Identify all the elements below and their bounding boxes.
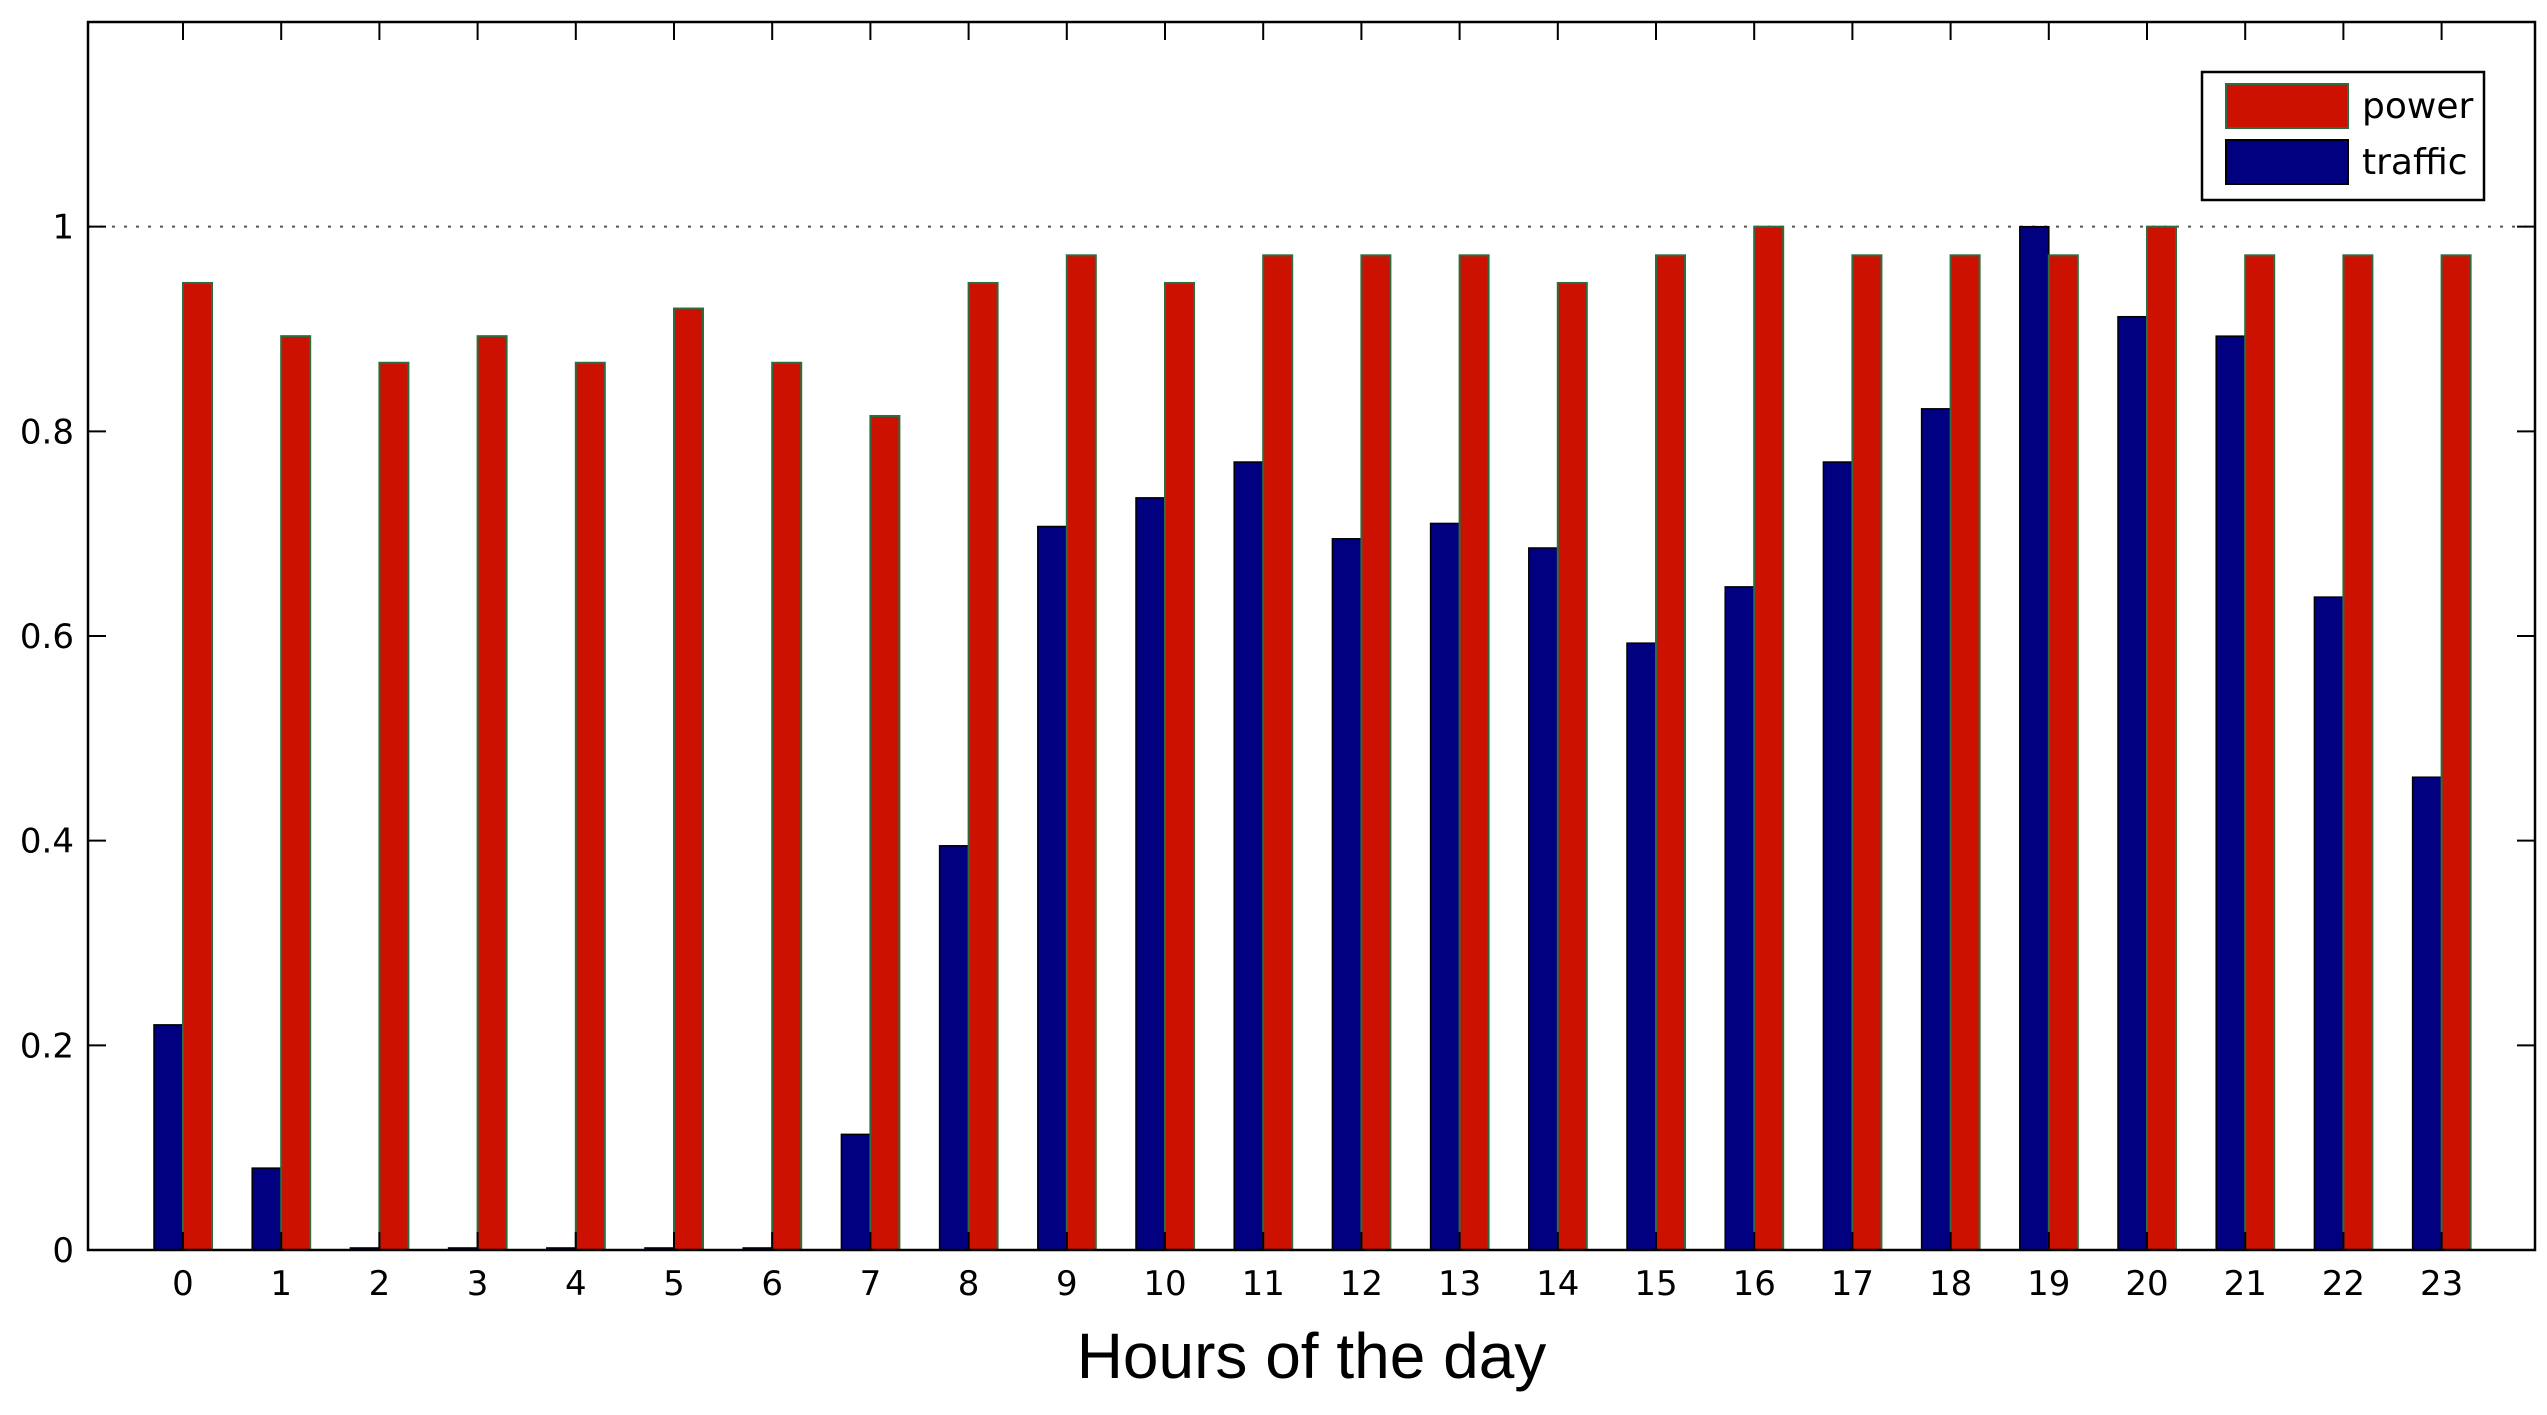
power-bar-14	[1556, 281, 1588, 1251]
traffic-bar-20	[2117, 315, 2148, 1251]
x-tick-label: 20	[2125, 1264, 2168, 1304]
power-bar-20	[2146, 225, 2177, 1251]
traffic-bar-21	[2215, 335, 2246, 1251]
traffic-bar-17	[1822, 461, 1854, 1251]
x-axis-label: Hours of the day	[1077, 1320, 1547, 1392]
traffic-bar-0	[153, 1024, 184, 1251]
power-bar-10	[1164, 281, 1195, 1251]
traffic-bar-1	[251, 1167, 282, 1251]
power-bar-13	[1458, 254, 1490, 1251]
x-tick-label: 2	[369, 1264, 391, 1304]
power-bar-3	[476, 335, 508, 1251]
x-tick-label: 5	[663, 1264, 685, 1304]
x-tick-label: 10	[1143, 1264, 1186, 1304]
traffic-bar-19	[2019, 225, 2050, 1251]
y-tick-label: 0	[52, 1231, 74, 1271]
power-bar-8	[967, 281, 999, 1251]
power-bar-23	[2440, 254, 2472, 1251]
x-tick-label: 11	[1242, 1264, 1285, 1304]
x-tick-label: 19	[2027, 1264, 2070, 1304]
power-bar-16	[1753, 225, 1785, 1251]
traffic-bar-9	[1037, 525, 1068, 1251]
y-tick-label: 0.6	[20, 617, 74, 657]
traffic-bar-7	[840, 1133, 872, 1251]
x-tick-label: 13	[1438, 1264, 1481, 1304]
legend-label-traffic: traffic	[2362, 142, 2468, 183]
power-bar-6	[771, 361, 803, 1251]
traffic-bar-18	[1920, 408, 1952, 1251]
x-tick-label: 15	[1634, 1264, 1677, 1304]
power-bar-5	[673, 307, 704, 1251]
power-bar-1	[280, 335, 312, 1251]
power-bar-15	[1655, 254, 1686, 1251]
traffic-bar-12	[1331, 538, 1363, 1251]
traffic-bar-11	[1233, 461, 1264, 1251]
power-bar-17	[1851, 254, 1883, 1251]
power-bar-11	[1262, 254, 1294, 1251]
power-bar-21	[2244, 254, 2276, 1251]
x-tick-label: 4	[565, 1264, 587, 1304]
power-bar-7	[869, 414, 901, 1251]
x-tick-label: 0	[172, 1264, 194, 1304]
power-bar-19	[2047, 254, 2079, 1251]
power-bar-2	[378, 361, 410, 1251]
x-tick-label: 18	[1929, 1264, 1972, 1304]
x-tick-label: 22	[2322, 1264, 2365, 1304]
x-tick-label: 12	[1340, 1264, 1383, 1304]
x-tick-label: 16	[1733, 1264, 1776, 1304]
traffic-bar-10	[1135, 497, 1166, 1251]
traffic-bar-23	[2411, 776, 2443, 1251]
x-tick-label: 23	[2420, 1264, 2463, 1304]
legend-swatch-traffic	[2225, 139, 2349, 185]
x-tick-label: 17	[1831, 1264, 1874, 1304]
traffic-bar-8	[938, 845, 970, 1251]
legend-swatch-power	[2225, 83, 2349, 129]
power-bar-12	[1360, 254, 1392, 1251]
power-bar-4	[574, 361, 606, 1251]
traffic-bar-16	[1724, 586, 1755, 1251]
power-bar-0	[182, 281, 213, 1251]
x-tick-label: 6	[761, 1264, 783, 1304]
x-tick-label: 21	[2224, 1264, 2267, 1304]
x-tick-label: 9	[1056, 1264, 1078, 1304]
y-tick-label: 0.2	[20, 1026, 74, 1066]
power-bar-22	[2342, 254, 2374, 1251]
power-bar-9	[1065, 254, 1097, 1251]
traffic-bar-14	[1528, 547, 1559, 1251]
x-tick-label: 8	[958, 1264, 980, 1304]
power-bar-18	[1949, 254, 1981, 1251]
y-tick-label: 0.8	[20, 412, 74, 452]
traffic-bar-15	[1626, 642, 1657, 1251]
legend-label-power: power	[2362, 86, 2473, 127]
traffic-bar-22	[2313, 596, 2345, 1251]
y-tick-label: 0.4	[20, 822, 74, 862]
x-tick-label: 7	[860, 1264, 882, 1304]
x-tick-label: 14	[1536, 1264, 1579, 1304]
x-tick-label: 3	[467, 1264, 489, 1304]
x-tick-label: 1	[270, 1264, 292, 1304]
traffic-bar-13	[1429, 522, 1461, 1251]
y-tick-label: 1	[52, 208, 74, 248]
